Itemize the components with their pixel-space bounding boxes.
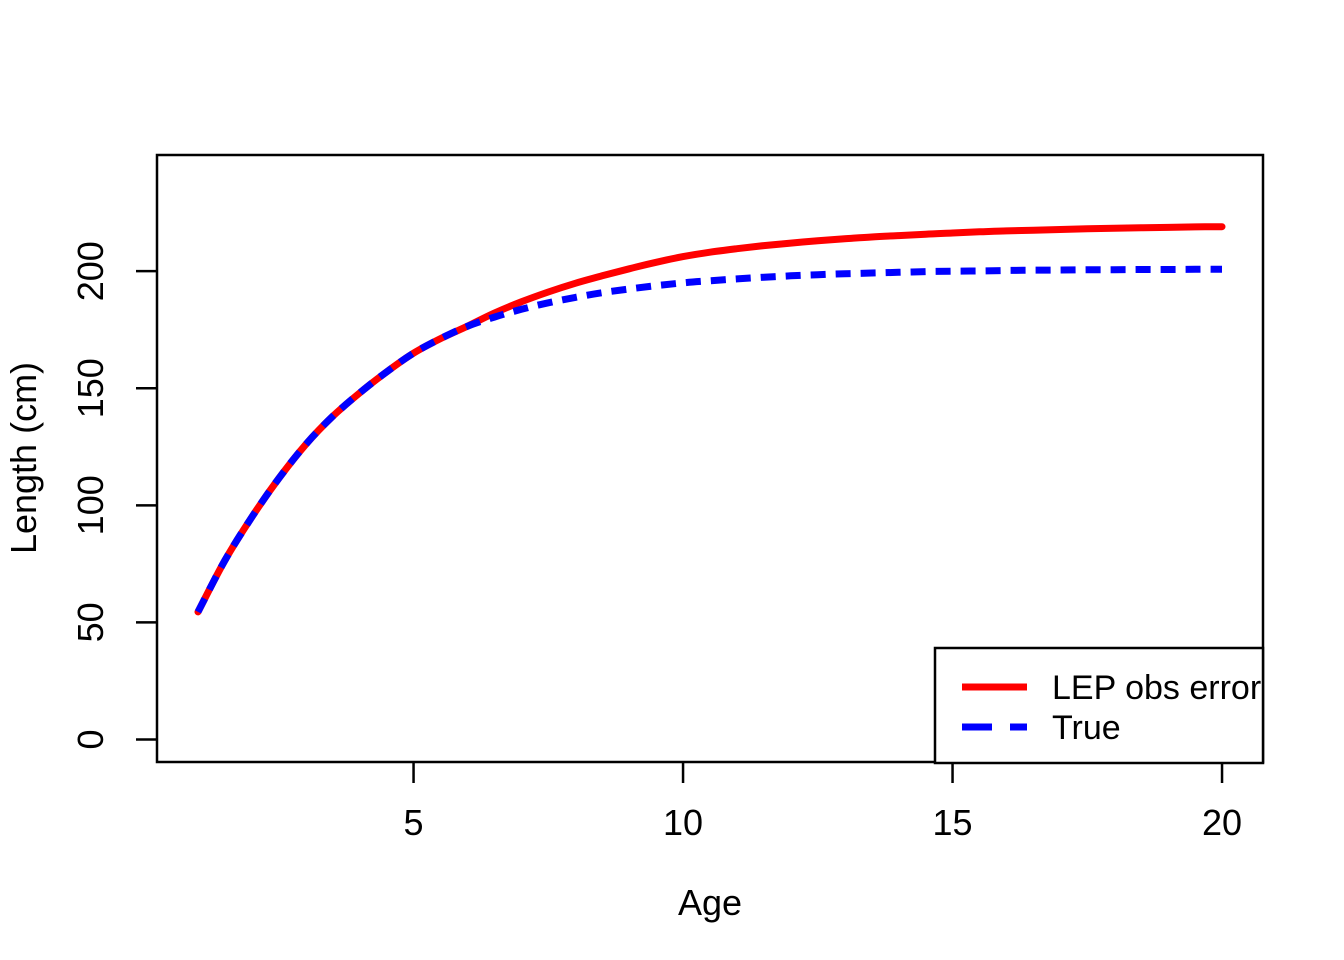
legend-box <box>933 646 1265 765</box>
y-axis: 0 50 100 150 200 <box>70 241 157 750</box>
y-axis-title: Length (cm) <box>3 362 44 554</box>
y-tick-label: 200 <box>70 241 111 301</box>
y-tick-label: 100 <box>70 475 111 535</box>
y-tick-label: 150 <box>70 358 111 418</box>
y-tick-label: 0 <box>70 729 111 749</box>
x-axis: 5 10 15 20 <box>404 762 1242 843</box>
x-tick-label: 20 <box>1202 802 1242 843</box>
y-tick-label: 50 <box>70 602 111 642</box>
x-tick-label: 15 <box>933 802 973 843</box>
series-line-lep-obs-error <box>194 223 1226 616</box>
legend-label-lep-obs-error: LEP obs error <box>1052 669 1261 707</box>
x-tick-label: 5 <box>404 802 424 843</box>
series-lines <box>194 223 1226 616</box>
series-line-true <box>194 265 1223 614</box>
plot-border <box>155 153 1265 764</box>
x-tick-label: 10 <box>663 802 703 843</box>
legend-label-true: True <box>1052 709 1121 747</box>
legend: LEP obs error True <box>933 646 1265 765</box>
x-axis-title: Age <box>678 882 742 923</box>
